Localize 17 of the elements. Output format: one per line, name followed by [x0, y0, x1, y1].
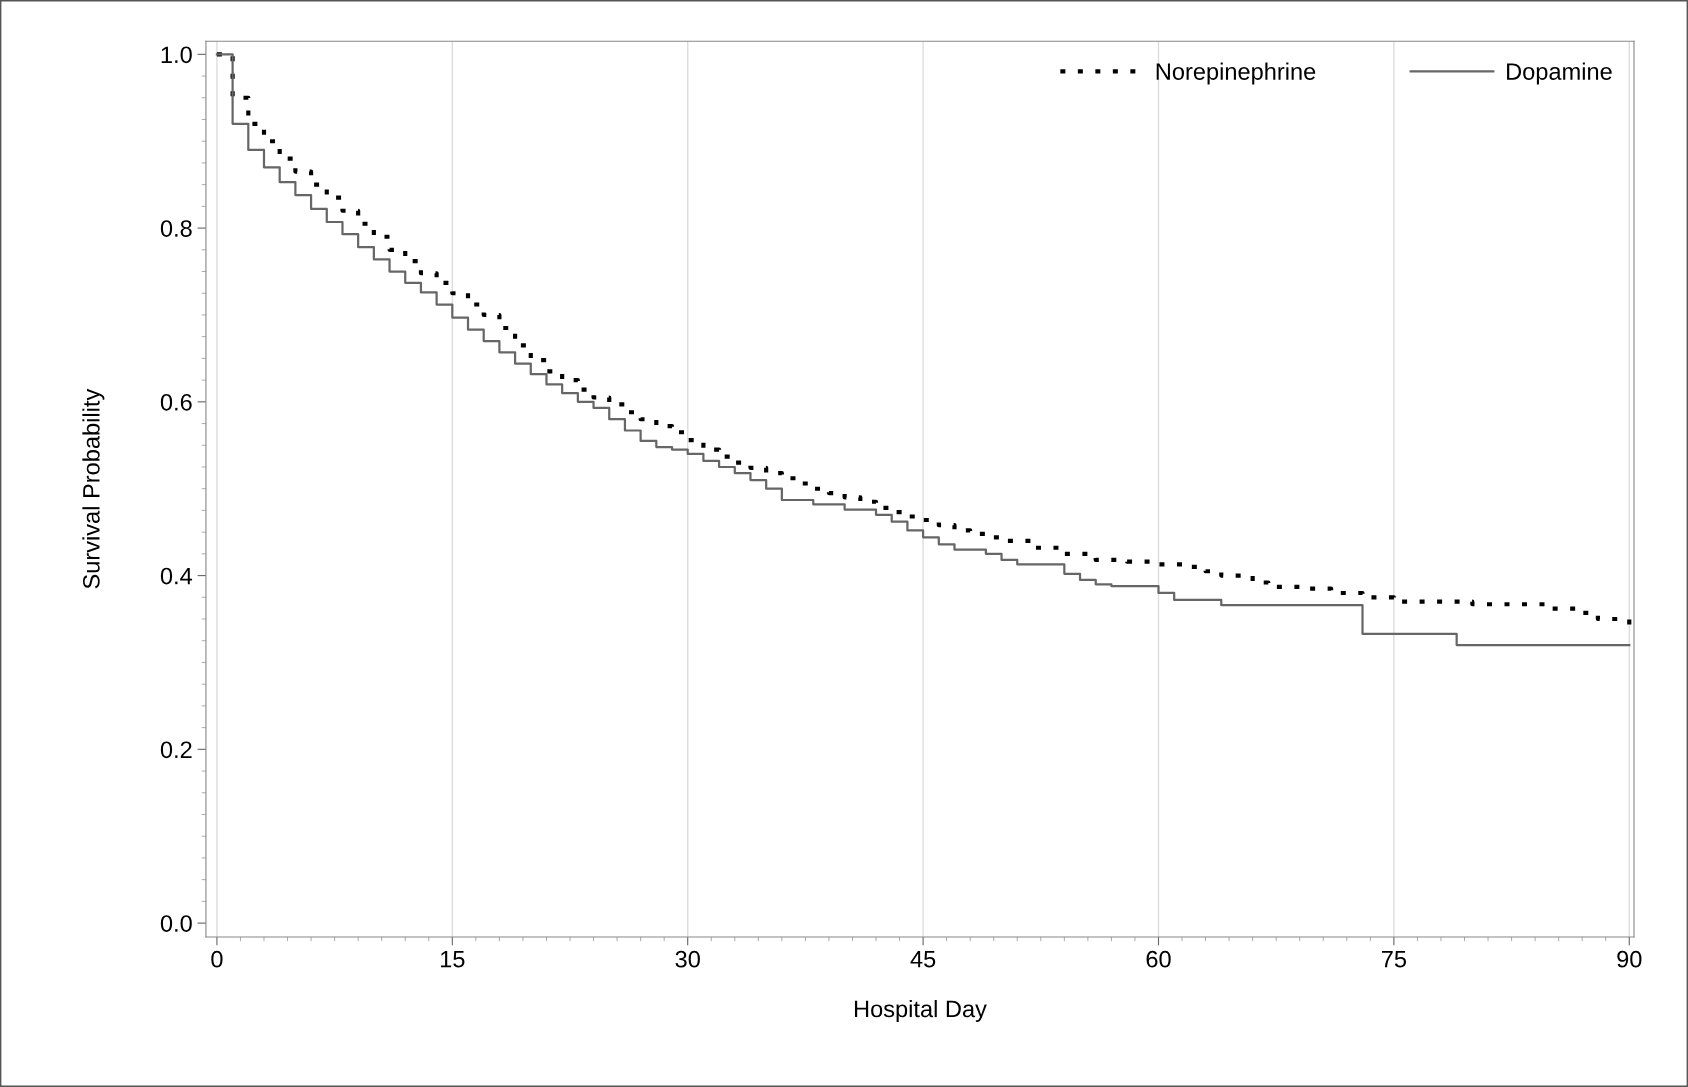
x-tick-label: 15	[440, 951, 465, 968]
y-tick-label: 0.6	[160, 393, 192, 411]
x-tick-label: 30	[675, 950, 700, 968]
x-tick-label: 45	[910, 951, 936, 968]
y-tick-label: 0.4	[160, 567, 193, 585]
x-tick-label: 60	[1146, 950, 1171, 968]
x-tick-label: 0	[211, 950, 223, 968]
x-axis-title: Hospital Day	[854, 999, 987, 1022]
x-tick-label: 75	[1381, 951, 1407, 968]
x-tick-label: 90	[1617, 950, 1642, 968]
y-tick-label: 0.2	[160, 741, 192, 759]
y-tick-label: 0.0	[160, 915, 192, 932]
legend-label: Norepinephrine	[1156, 62, 1316, 85]
y-axis-title: Survival Probability	[82, 388, 105, 589]
y-tick-label: 1.0	[161, 46, 192, 64]
y-tick-label: 0.8	[160, 220, 192, 237]
legend-label: Dopamine	[1507, 62, 1612, 85]
